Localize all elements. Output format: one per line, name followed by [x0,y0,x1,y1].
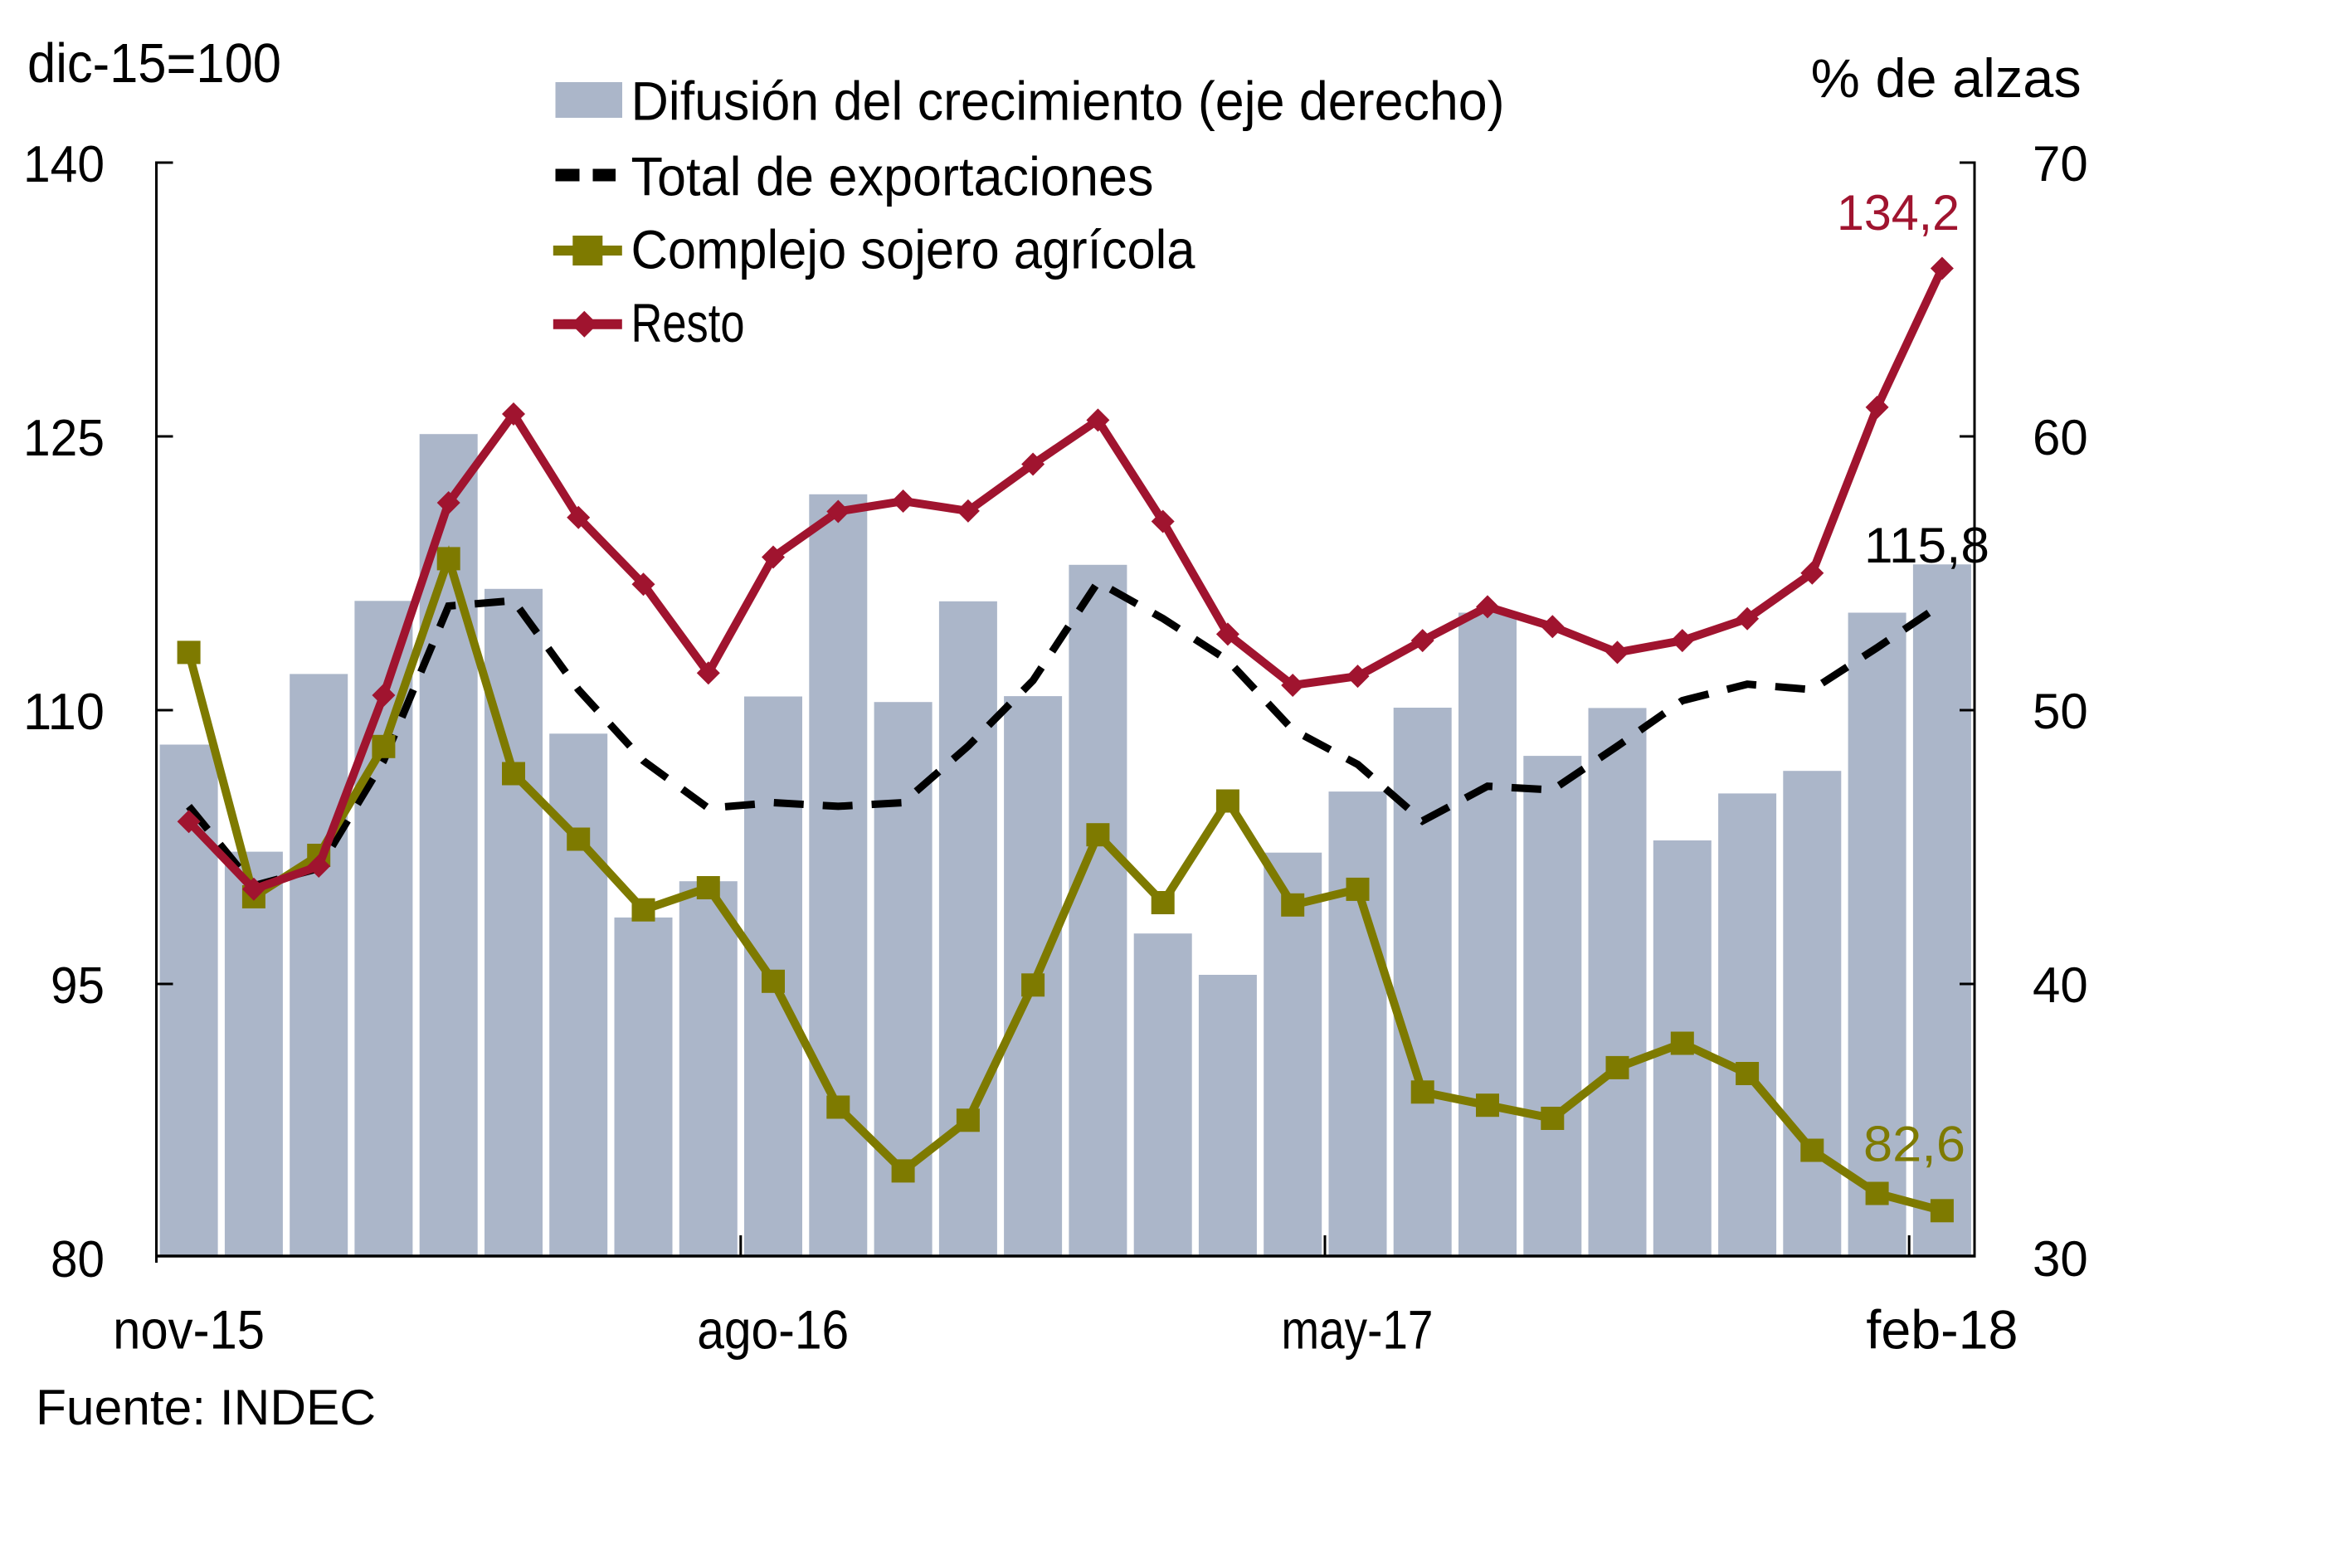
svg-text:95: 95 [51,957,105,1015]
svg-text:50: 50 [2033,684,2088,739]
svg-text:40: 40 [2033,957,2088,1013]
svg-text:115,8: 115,8 [1864,518,1989,573]
svg-text:ago-16: ago-16 [697,1299,849,1361]
svg-text:Resto: Resto [631,292,745,353]
svg-text:80: 80 [51,1231,105,1288]
svg-text:Fuente: INDEC: Fuente: INDEC [36,1380,376,1435]
svg-text:Total de exportaciones: Total de exportaciones [631,145,1154,207]
svg-text:feb-18: feb-18 [1866,1299,2018,1361]
svg-text:70: 70 [2033,136,2088,192]
svg-text:30: 30 [2033,1231,2088,1287]
svg-text:125: 125 [23,410,105,467]
svg-text:110: 110 [23,684,105,741]
svg-text:140: 140 [23,136,105,193]
svg-text:60: 60 [2033,410,2088,465]
svg-text:82,6: 82,6 [1863,1117,1965,1172]
svg-text:% de alzas: % de alzas [1811,47,2082,109]
svg-text:Complejo sojero agrícola: Complejo sojero agrícola [631,219,1195,280]
svg-text:nov-15: nov-15 [113,1299,265,1361]
svg-text:134,2: 134,2 [1837,185,1960,241]
svg-text:may-17: may-17 [1281,1299,1433,1361]
svg-text:dic-15=100: dic-15=100 [27,32,281,95]
svg-text:Difusión del crecimiento (eje: Difusión del crecimiento (eje derecho) [631,70,1505,131]
